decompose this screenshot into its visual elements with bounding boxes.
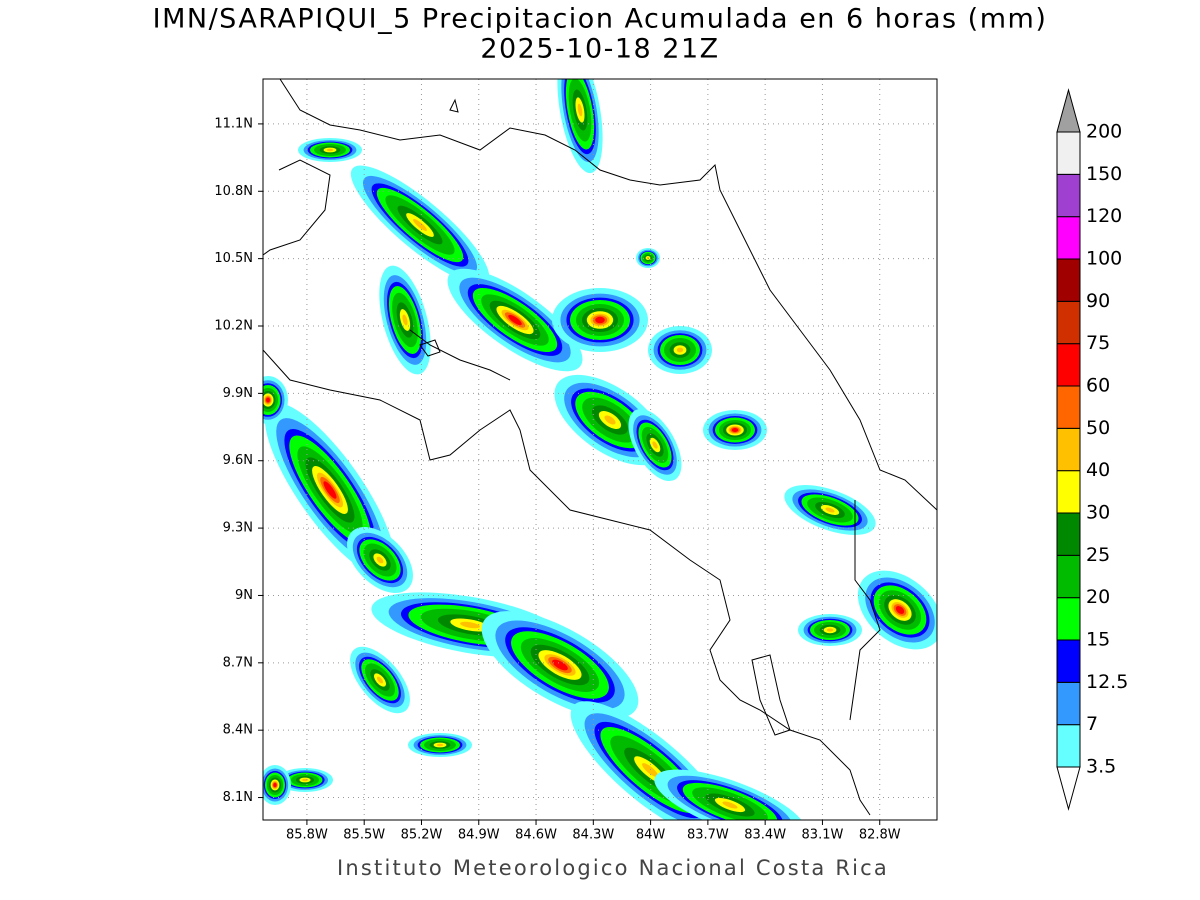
colorbar-label: 150 [1086, 163, 1122, 185]
lon-tick-label: 85.8W [286, 828, 328, 843]
colorbar-segment [1056, 554, 1081, 599]
colorbar-label: 12.5 [1086, 671, 1128, 693]
colorbar-segment [1056, 216, 1081, 260]
colorbar-under [1056, 766, 1081, 811]
lat-tick-label: 9.9N [223, 386, 253, 401]
lat-tick-label: 10.2N [214, 319, 253, 334]
colorbar-segment [1056, 343, 1081, 387]
colorbar-label: 30 [1086, 502, 1110, 524]
colorbar-label: 25 [1086, 544, 1110, 566]
colorbar-label: 60 [1086, 375, 1110, 397]
colorbar-segment [1056, 300, 1081, 345]
colorbar-segment [1056, 385, 1081, 429]
lon-tick-label: 85.5W [343, 828, 385, 843]
lat-tick-label: 9N [235, 588, 253, 603]
subtitle: 2025-10-18 21Z [480, 34, 719, 65]
colorbar-segment [1056, 258, 1081, 302]
footer: Instituto Meteorologico Nacional Costa R… [337, 856, 889, 880]
lon-tick-label: 85.2W [401, 828, 443, 843]
precipitation-field [263, 79, 937, 820]
colorbar-label: 90 [1086, 290, 1110, 312]
lat-tick-label: 8.7N [223, 655, 253, 670]
colorbar-label: 7 [1086, 713, 1098, 735]
colorbar-label: 100 [1086, 248, 1122, 270]
lat-tick-label: 10.5N [214, 251, 253, 266]
colorbar-segment [1056, 724, 1081, 768]
lon-tick-label: 84.6W [515, 828, 557, 843]
lat-tick-label: 11.1N [214, 116, 253, 131]
colorbar-label: 3.5 [1086, 756, 1116, 778]
colorbar-label: 75 [1086, 332, 1110, 354]
lat-tick-label: 9.6N [223, 453, 253, 468]
lat-tick-label: 8.4N [223, 723, 253, 738]
colorbar-label: 15 [1086, 629, 1110, 651]
lat-tick-label: 9.3N [223, 521, 253, 536]
colorbar-label: 20 [1086, 586, 1110, 608]
lon-tick-label: 83.1W [802, 828, 844, 843]
colorbar-label: 50 [1086, 417, 1110, 439]
lon-tick-label: 84.9W [458, 828, 500, 843]
colorbar-label: 120 [1086, 205, 1122, 227]
lat-tick-label: 10.8N [214, 184, 253, 199]
colorbar-segment [1056, 427, 1081, 472]
colorbar-over [1056, 88, 1081, 133]
colorbar-segment [1056, 512, 1081, 556]
title: IMN/SARAPIQUI_5 Precipitacion Acumulada … [153, 4, 1048, 35]
coastlines [263, 79, 937, 816]
lat-tick-label: 8.1N [223, 790, 253, 805]
colorbar-segment [1056, 639, 1081, 683]
colorbar-segment [1056, 681, 1081, 726]
colorbar-label: 40 [1086, 459, 1110, 481]
lon-tick-label: 84W [636, 828, 666, 843]
colorbar-label: 200 [1086, 121, 1122, 143]
lon-tick-label: 82.8W [859, 828, 901, 843]
lon-tick-label: 83.7W [687, 828, 729, 843]
colorbar-segment [1056, 470, 1081, 514]
lon-tick-label: 83.4W [744, 828, 786, 843]
colorbar-segment [1056, 597, 1081, 641]
lon-tick-label: 84.3W [572, 828, 614, 843]
colorbar-segment [1056, 173, 1081, 218]
colorbar-segment [1056, 131, 1081, 175]
map-frame [262, 78, 938, 821]
